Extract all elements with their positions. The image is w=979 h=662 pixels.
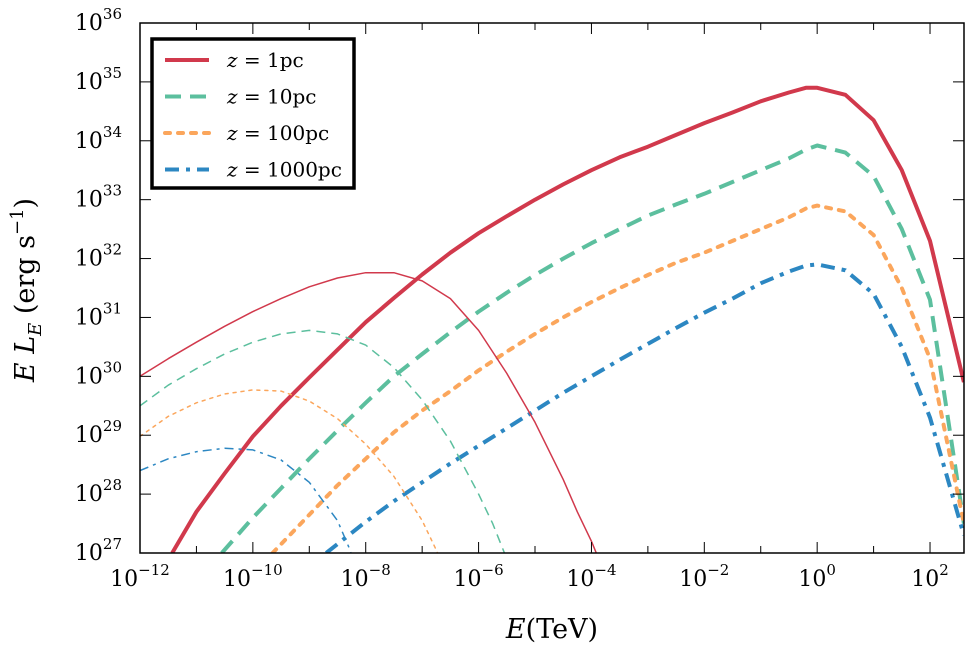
y-axis-title-sub: E [25, 323, 46, 337]
y-tick-label: 1032 [75, 241, 122, 272]
chart-curves [140, 85, 964, 553]
legend-label: z = 10pc [226, 85, 316, 109]
x-tick-label: 10−8 [341, 561, 391, 592]
y-tick-label: 1036 [75, 5, 122, 36]
x-tick-label: 100 [798, 561, 836, 592]
plot-frame [139, 22, 965, 554]
x-tick-label: 10−4 [566, 561, 616, 592]
axis-tick-labels: 10−12 10−10 10−8 10−6 10−4 10−2 100 102 1027 1028… [75, 5, 949, 592]
x-tick-label: 10−2 [679, 561, 729, 592]
y-tick-label: 1034 [75, 123, 122, 154]
x-axis-title-italic: E [505, 614, 526, 645]
legend-box [150, 37, 356, 190]
series-line-z-1pc-thick [170, 85, 964, 553]
y-axis-title-sup: −1 [7, 208, 28, 235]
y-axis-title-text: (erg s [10, 235, 41, 323]
series-line-z-1000pc-thin [140, 447, 352, 553]
y-tick-label: 1029 [75, 417, 122, 448]
x-tick-label: 102 [911, 561, 949, 592]
y-tick-label: 1027 [75, 535, 122, 566]
x-tick-label: 10−12 [110, 561, 170, 592]
y-axis-title-italic: E L [10, 336, 41, 383]
series-line-z-100pc-thin [140, 389, 439, 553]
x-axis-title-text: (TeV) [526, 614, 598, 645]
series-line-z-1pc-thin [140, 271, 598, 553]
axis-ticks [139, 22, 964, 554]
x-tick-label: 10−10 [223, 561, 283, 592]
y-axis-title-close: ) [10, 198, 41, 209]
x-tick-label: 10−6 [454, 561, 504, 592]
y-tick-label: 1033 [75, 182, 122, 213]
y-tick-label: 1031 [75, 299, 122, 330]
legend-label: z = 100pc [226, 121, 329, 145]
series-line-z-100pc-thick [270, 203, 964, 553]
series-line-z-10pc-thick [220, 143, 964, 553]
y-axis-title: E LE (erg s−1) [7, 198, 46, 383]
series-line-z-10pc-thin [140, 329, 506, 553]
y-tick-label: 1035 [75, 64, 122, 95]
y-tick-label: 1028 [75, 476, 122, 507]
legend-label: z = 1pc [226, 48, 304, 72]
legend: z = 1pc z = 10pc z = 100pc z = 1000pc [150, 37, 356, 190]
x-axis-title: E(TeV) [505, 614, 598, 645]
legend-label: z = 1000pc [226, 158, 342, 182]
y-tick-label: 1030 [75, 358, 122, 389]
